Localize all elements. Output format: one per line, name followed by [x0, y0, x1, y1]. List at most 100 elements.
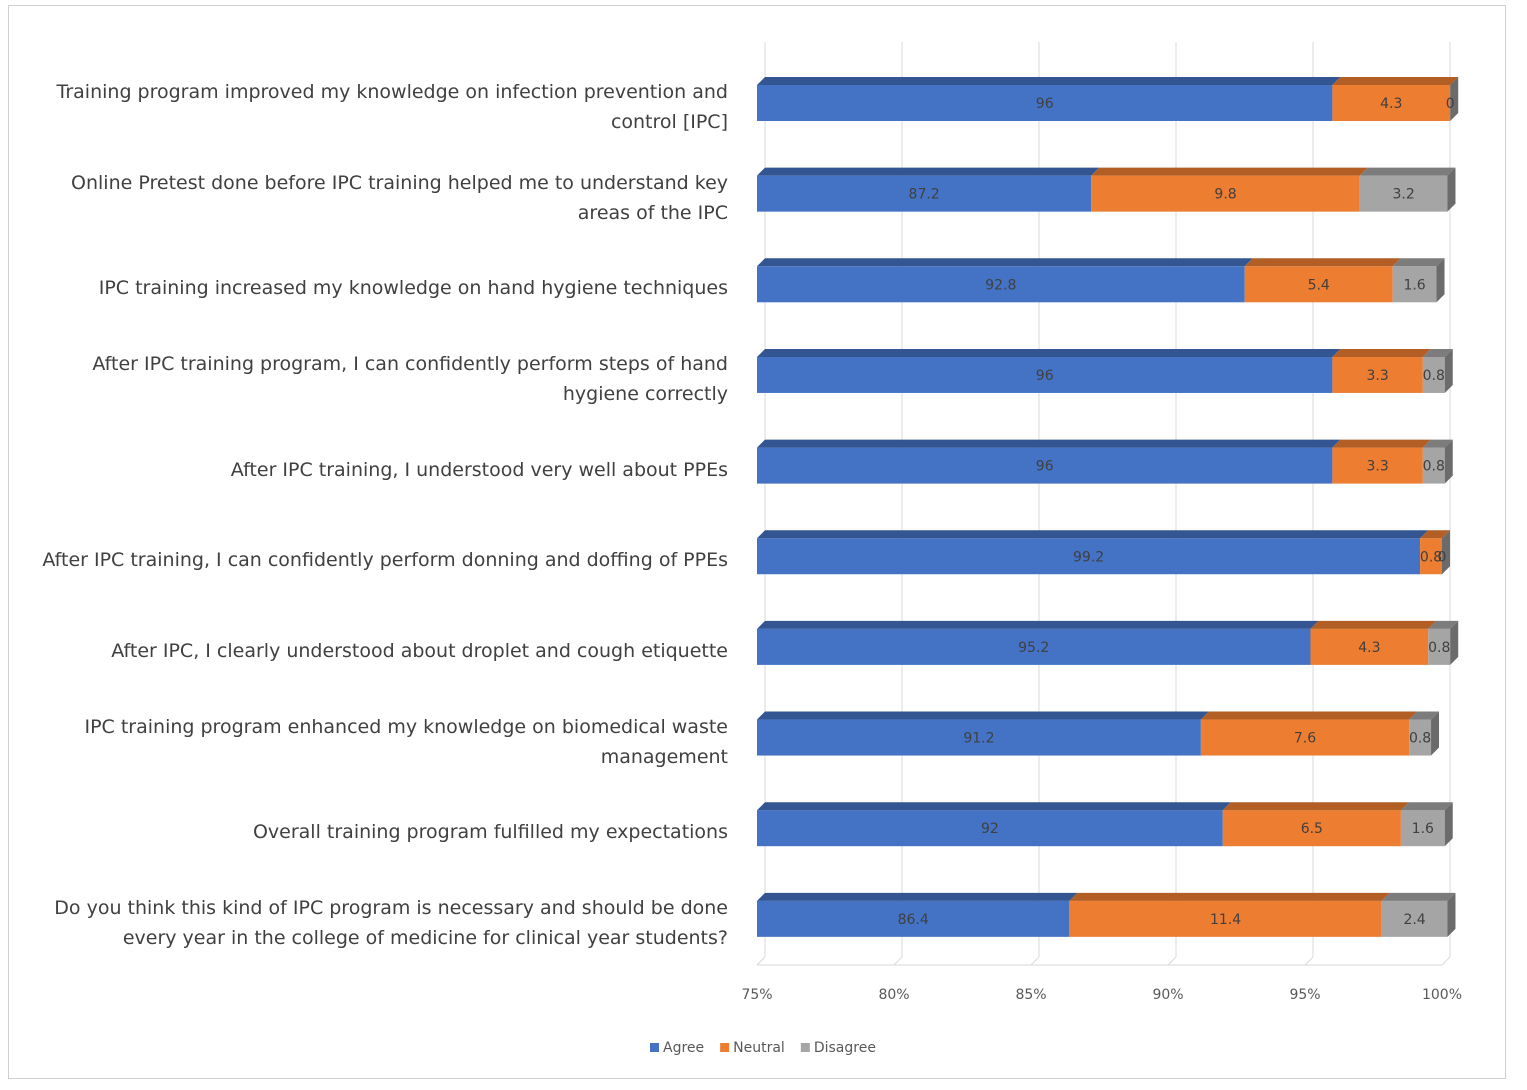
bar-front [1332, 356, 1423, 393]
bar-top [757, 167, 1100, 176]
value-label: 0 [1438, 549, 1447, 565]
value-label: 7.6 [1294, 731, 1316, 747]
value-label: 0.8 [1420, 549, 1442, 565]
bar-top [1091, 167, 1368, 176]
bar-top [757, 348, 1341, 357]
bar-segment [1310, 620, 1437, 665]
category-label: After IPC, I clearly understood about dr… [111, 639, 728, 662]
bar-front [1409, 719, 1432, 756]
bar-segment [757, 530, 1429, 575]
value-label: 4.3 [1358, 640, 1380, 656]
bar-segment [757, 439, 1341, 484]
bar-front [1392, 266, 1437, 303]
bar-segment [1244, 258, 1401, 303]
grid-floor [893, 956, 903, 966]
category-label: Online Pretest done before IPC training … [71, 171, 728, 224]
bar-side [1444, 348, 1453, 393]
bar-top [1310, 620, 1437, 629]
chart-frame [8, 5, 1506, 1079]
bar-side [1444, 802, 1453, 847]
value-label: 11.4 [1210, 912, 1241, 928]
bar-top [757, 439, 1341, 448]
grid-floor [1441, 956, 1451, 966]
bar-top [757, 802, 1231, 811]
value-label: 0.8 [1409, 731, 1431, 747]
bar-segment [757, 711, 1209, 756]
bar-side [1431, 711, 1440, 756]
bar-segment [1332, 439, 1431, 484]
legend-label: Agree [663, 1040, 704, 1056]
bar-top [757, 77, 1341, 85]
bar-segment [1091, 167, 1368, 212]
bar-front [1222, 810, 1401, 847]
bar-top [1422, 439, 1453, 448]
category-label: Training program improved my knowledge o… [56, 81, 728, 133]
category-label: After IPC training, I can confidently pe… [42, 549, 728, 572]
bar-front [1422, 356, 1445, 393]
bar-top [1222, 802, 1409, 811]
bar-segment [757, 620, 1319, 665]
bar-side [1436, 258, 1445, 303]
bar-segment [1420, 530, 1450, 575]
bar-top [1332, 348, 1431, 357]
bar-front [1420, 538, 1442, 575]
legend-swatch [800, 1043, 810, 1052]
x-tick-label: 80% [878, 987, 909, 1003]
value-label: 1.6 [1412, 821, 1434, 837]
bar-segment [1332, 77, 1459, 121]
value-label: 3.3 [1366, 368, 1388, 384]
x-tick-label: 75% [741, 987, 772, 1003]
value-label: 5.4 [1308, 277, 1330, 293]
bar-segment [1200, 711, 1418, 756]
bar-top [1200, 711, 1418, 720]
value-label: 1.6 [1403, 277, 1425, 293]
value-label: 91.2 [963, 731, 994, 747]
value-label: 92 [981, 821, 999, 837]
bar-segment [757, 258, 1253, 303]
bar-top [1332, 439, 1431, 448]
bar-front [1332, 447, 1423, 484]
bar-front [1359, 175, 1448, 212]
x-tick-label: 100% [1422, 987, 1462, 1003]
value-label: 2.4 [1403, 912, 1425, 928]
bar-side [1447, 167, 1456, 212]
bar-segment [1409, 711, 1440, 756]
bar-top [1244, 258, 1401, 267]
bar-segment [1400, 802, 1453, 847]
value-label: 0.8 [1423, 368, 1445, 384]
bar-top [757, 892, 1078, 901]
value-label: 92.8 [985, 277, 1016, 293]
bar-front [1244, 266, 1393, 303]
bar-front [757, 175, 1092, 212]
bar-top [757, 711, 1209, 720]
bar-front [757, 900, 1070, 937]
grid-floor [756, 956, 766, 966]
bar-top [1332, 77, 1459, 85]
bar-top [757, 620, 1319, 629]
value-label: 99.2 [1073, 549, 1104, 565]
bar-top [1392, 258, 1445, 267]
bar-front [757, 266, 1245, 303]
bar-top [1381, 892, 1456, 901]
category-label: Do you think this kind of IPC program is… [54, 896, 728, 949]
bar-top [1400, 802, 1453, 811]
bar-side [1450, 620, 1459, 665]
bar-front [1091, 175, 1360, 212]
bar-front [757, 447, 1333, 484]
bar-front [757, 628, 1311, 665]
bar-front [757, 85, 1333, 121]
bar-front [1381, 900, 1448, 937]
bar-segment [1428, 620, 1459, 665]
bar-segment [1069, 892, 1390, 937]
bar-segment [1332, 348, 1431, 393]
bar-front [1400, 810, 1445, 847]
bar-segment [1222, 802, 1409, 847]
value-label: 95.2 [1018, 640, 1049, 656]
grid-floor [1304, 956, 1314, 966]
bar-front [1069, 900, 1382, 937]
bar-segment [757, 77, 1341, 121]
category-label: IPC training program enhanced my knowled… [84, 715, 728, 768]
category-label: After IPC training program, I can confid… [92, 352, 728, 405]
